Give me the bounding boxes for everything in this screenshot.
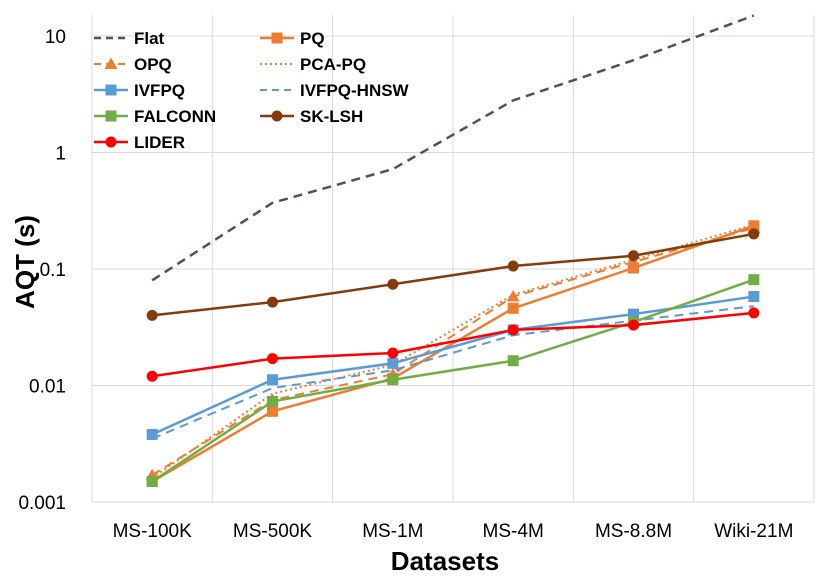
point-lider	[628, 319, 639, 331]
series-line-pca-pq	[151, 223, 755, 480]
x-tick-label: MS-8.8M	[595, 521, 672, 542]
legend-item-falconn: FALCONN	[94, 107, 216, 126]
point-pq	[748, 220, 760, 232]
point-falconn	[748, 274, 760, 286]
legend-label: PCA-PQ	[300, 55, 366, 74]
x-tick-label: MS-500K	[233, 521, 313, 542]
legend-label: OPQ	[134, 55, 172, 74]
legend-swatch-marker	[104, 57, 118, 69]
grid-lines	[91, 15, 815, 503]
series-markers	[145, 220, 761, 487]
series-line-sk-lsh	[152, 232, 755, 317]
x-axis-ticks: MS-100K MS-500K MS-1M MS-4M MS-8.8M Wiki-21M	[113, 521, 794, 542]
legend-item-pca-pq: PCA-PQ	[260, 55, 366, 74]
point-sk-lsh	[628, 250, 639, 262]
series-line-falconn	[151, 278, 755, 483]
legend-label: IVFPQ	[134, 81, 185, 100]
legend-item-pq: PQ	[260, 29, 325, 48]
legend: Flat OPQ IVFPQ FALCONN LIDER PQ PCA-PQ IVFPQ-HN…	[94, 29, 410, 152]
legend-label: FALCONN	[134, 107, 216, 126]
legend-label: IVFPQ-HNSW	[300, 81, 410, 100]
series-lines	[151, 14, 755, 483]
point-sk-lsh	[507, 260, 519, 272]
legend-item-ivfpq: IVFPQ	[94, 81, 185, 100]
point-sk-lsh	[146, 309, 158, 321]
point-lider	[748, 307, 760, 319]
legend-swatch-marker	[271, 32, 283, 44]
point-lider	[387, 347, 399, 359]
series-line-flat	[151, 14, 755, 282]
legend-item-sk-lsh: SK-LSH	[260, 107, 363, 126]
point-sk-lsh	[748, 228, 760, 240]
legend-swatch-marker	[105, 110, 117, 122]
point-pq	[267, 405, 278, 417]
legend-swatch-marker	[105, 136, 117, 148]
legend-item-lider: LIDER	[94, 133, 185, 152]
point-pq	[628, 262, 639, 274]
y-tick-label: 0.001	[18, 493, 66, 514]
point-pq	[507, 302, 519, 314]
x-tick-label: MS-100K	[113, 521, 193, 542]
legend-swatch-marker	[271, 110, 283, 122]
series-line-ivfpq	[151, 295, 755, 436]
series-line-ivfpq-hnsw	[151, 305, 754, 440]
point-sk-lsh	[387, 278, 399, 290]
point-ivfpq	[387, 357, 399, 369]
legend-label: SK-LSH	[300, 107, 363, 126]
x-tick-label: Wiki-21M	[714, 521, 793, 542]
point-falconn	[146, 475, 158, 487]
point-ivfpq	[146, 428, 158, 440]
legend-item-flat: Flat	[94, 29, 165, 48]
point-lider	[267, 353, 278, 365]
y-tick-label: 10	[45, 27, 66, 48]
point-lider	[507, 324, 519, 336]
legend-item-opq: OPQ	[94, 55, 172, 74]
legend-label: Flat	[134, 29, 165, 48]
x-tick-label: MS-1M	[362, 521, 423, 542]
legend-item-ivfpq-hnsw: IVFPQ-HNSW	[260, 81, 410, 100]
point-lider	[146, 370, 158, 382]
series-line-pq	[151, 224, 755, 483]
x-axis-title: Datasets	[391, 546, 499, 576]
y-tick-label: 0.01	[29, 377, 66, 398]
x-tick-label: MS-4M	[483, 521, 544, 542]
point-falconn	[507, 355, 519, 367]
y-tick-label: 0.1	[40, 260, 66, 281]
point-falconn	[267, 395, 278, 407]
point-ivfpq	[748, 291, 760, 303]
y-axis-ticks: 0.001 0.01 0.1 1 10	[18, 27, 66, 514]
point-ivfpq	[628, 308, 639, 320]
y-axis-title: AQT (s)	[10, 215, 40, 309]
legend-swatch-marker	[105, 84, 117, 96]
point-opq	[506, 290, 520, 302]
legend-label: LIDER	[134, 133, 185, 152]
series-line-opq	[151, 227, 755, 477]
point-ivfpq	[267, 374, 278, 386]
legend-label: PQ	[300, 29, 325, 48]
y-tick-label: 1	[55, 144, 66, 165]
point-falconn	[387, 374, 399, 386]
point-sk-lsh	[267, 296, 278, 308]
series-line-lider	[151, 311, 754, 378]
